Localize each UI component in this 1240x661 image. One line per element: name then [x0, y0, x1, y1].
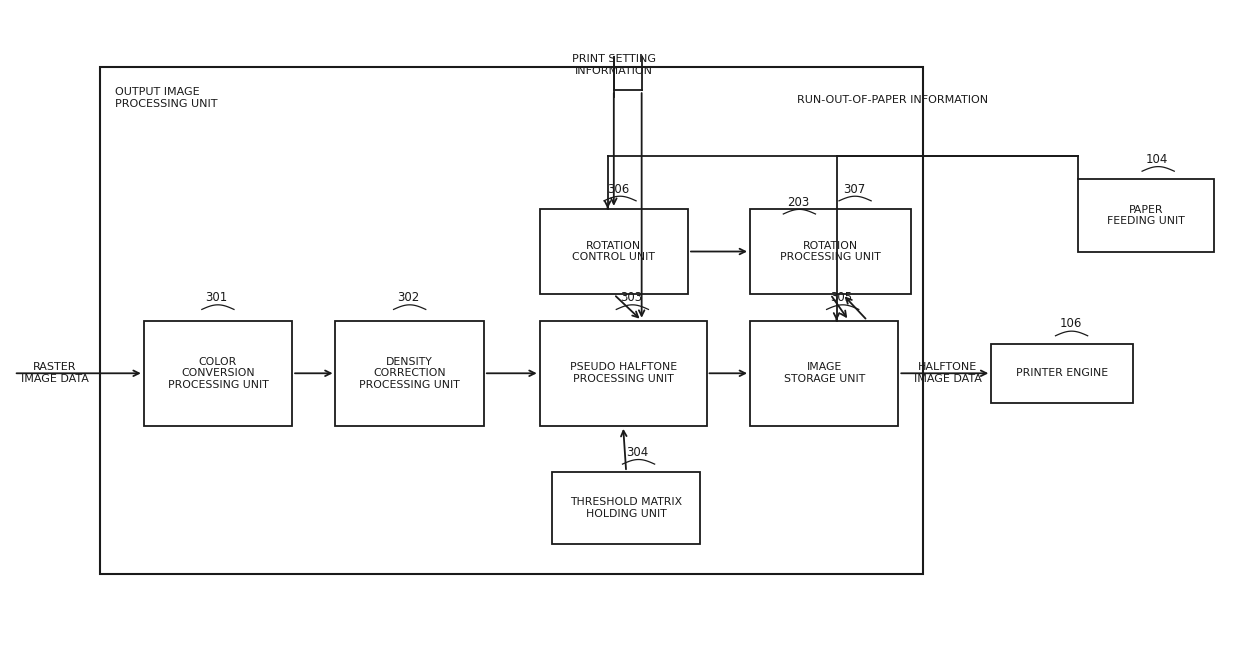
Bar	[336, 321, 484, 426]
Text: OUTPUT IMAGE
PROCESSING UNIT: OUTPUT IMAGE PROCESSING UNIT	[115, 87, 218, 108]
Bar	[100, 67, 923, 574]
Text: 301: 301	[206, 292, 228, 304]
Text: PRINT SETTING
INFORMATION: PRINT SETTING INFORMATION	[572, 54, 656, 75]
Text: 104: 104	[1146, 153, 1168, 166]
Text: 304: 304	[626, 446, 649, 459]
Text: 303: 303	[620, 292, 642, 304]
Bar	[552, 472, 701, 545]
Bar	[1078, 179, 1214, 252]
Bar	[144, 321, 293, 426]
Text: 305: 305	[831, 292, 852, 304]
Text: 106: 106	[1059, 317, 1081, 330]
Text: COLOR
CONVERSION
PROCESSING UNIT: COLOR CONVERSION PROCESSING UNIT	[167, 357, 268, 390]
Text: PRINTER ENGINE: PRINTER ENGINE	[1017, 368, 1109, 378]
Text: PSEUDO HALFTONE
PROCESSING UNIT: PSEUDO HALFTONE PROCESSING UNIT	[569, 362, 677, 384]
Text: HALFTONE
IMAGE DATA: HALFTONE IMAGE DATA	[914, 362, 982, 384]
Text: 307: 307	[843, 182, 866, 196]
Bar	[539, 321, 707, 426]
Bar	[750, 209, 910, 294]
Text: THRESHOLD MATRIX
HOLDING UNIT: THRESHOLD MATRIX HOLDING UNIT	[570, 498, 682, 519]
Bar	[991, 344, 1133, 403]
Text: 203: 203	[787, 196, 810, 209]
Text: 302: 302	[397, 292, 419, 304]
Text: RASTER
IMAGE DATA: RASTER IMAGE DATA	[21, 362, 88, 384]
Text: ROTATION
PROCESSING UNIT: ROTATION PROCESSING UNIT	[780, 241, 880, 262]
Bar	[539, 209, 688, 294]
Text: RUN-OUT-OF-PAPER INFORMATION: RUN-OUT-OF-PAPER INFORMATION	[796, 95, 988, 105]
Text: IMAGE
STORAGE UNIT: IMAGE STORAGE UNIT	[784, 362, 864, 384]
Text: PAPER
FEEDING UNIT: PAPER FEEDING UNIT	[1107, 204, 1184, 226]
Text: DENSITY
CORRECTION
PROCESSING UNIT: DENSITY CORRECTION PROCESSING UNIT	[360, 357, 460, 390]
Bar	[750, 321, 898, 426]
Text: ROTATION
CONTROL UNIT: ROTATION CONTROL UNIT	[573, 241, 655, 262]
Text: 306: 306	[608, 182, 630, 196]
